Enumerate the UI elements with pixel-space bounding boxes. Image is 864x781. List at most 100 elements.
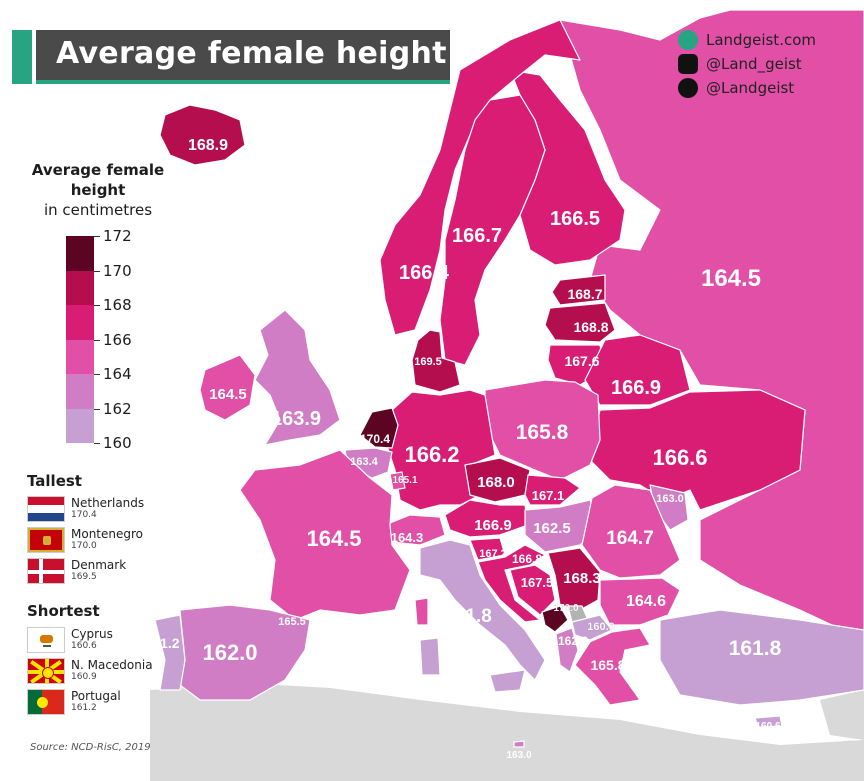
region-uk [254,309,341,446]
region-denmark [411,329,461,393]
scale-swatch [66,374,94,409]
flag-montenegro-icon [27,527,65,553]
scale-swatch [66,339,94,374]
value-label-albania: 162.2 [558,634,588,648]
value-label-bosnia: 167.5 [521,575,554,590]
scale-swatch [66,408,94,443]
source-note: Source: NCD-RisC, 2019 [30,742,151,753]
social-instagram[interactable]: @Land_geist [678,54,802,74]
social-twitter[interactable]: @Landgeist [678,78,794,98]
social-label: @Land_geist [706,55,802,73]
value-label-iceland: 168.9 [188,137,228,154]
ranking-value: 161.2 [71,703,97,713]
value-label-germany: 166.2 [404,442,459,467]
value-label-malta: 163.0 [506,750,531,761]
social-website[interactable]: Landgeist.com [678,30,816,50]
value-label-croatia: 166.8 [512,552,542,566]
value-label-turkey: 161.8 [729,637,782,660]
region-poland [484,379,601,481]
region-italy [419,637,441,676]
value-label-corsica: 165.5 [278,616,306,628]
instagram-icon [678,54,698,74]
value-label-luxembourg: 165.1 [392,475,417,486]
ranking-entry: Netherlands 170.4 [27,496,144,524]
ranking-text: Netherlands 170.4 [71,496,144,521]
flag-portugal-icon [27,689,65,715]
value-label-lithuania: 167.6 [564,353,599,369]
value-label-sweden: 166.7 [452,225,502,247]
legend-title: Average female height [31,161,165,199]
value-label-portugal: 161.2 [144,635,179,651]
region-cyprus [754,715,783,728]
ranking-text: Montenegro 170.0 [71,527,143,552]
scale-tick [94,339,100,341]
value-label-denmark: 169.5 [414,356,442,368]
value-label-netherlands: 170.4 [360,432,390,446]
ranking-country: Denmark [71,558,127,572]
value-label-belarus: 166.9 [611,377,661,399]
ranking-value: 170.4 [71,510,97,520]
ranking-country: Netherlands [71,496,145,510]
scale-swatch [66,270,94,305]
ranking-text: Portugal 161.2 [71,689,121,714]
globe-icon [678,30,698,50]
value-label-estonia: 168.7 [567,286,602,302]
ranking-value: 170.0 [71,541,97,551]
region-italy [489,669,526,693]
value-label-cyprus: 160.6 [755,721,780,732]
region-belarus [584,334,691,406]
value-label-ukraine: 166.6 [652,445,707,470]
scale-tick [94,443,100,444]
ranking-value: 160.9 [71,672,97,682]
ranking-entry: Denmark 169.5 [27,558,126,586]
value-label-finland: 166.5 [550,208,600,230]
scale-label: 172 [103,227,132,245]
region-slovakia [524,474,581,506]
ranking-text: Cyprus 160.6 [71,627,113,652]
region-italy [419,539,546,681]
value-label-greece: 165.8 [590,657,625,673]
value-label-slovakia: 167.1 [532,488,565,503]
region-norway [379,19,581,336]
region-netherlands [359,407,399,449]
region-croatia [477,544,546,623]
flag-cyprus-icon [27,627,65,653]
value-label-ireland: 164.5 [209,386,247,403]
region-portugal [154,614,186,691]
region-france [239,449,411,621]
region-latvia [544,302,616,343]
region-corsica [414,597,429,626]
region-ukraine [589,389,806,511]
ranking-country: Cyprus [71,627,113,641]
value-label-italy: 161.8 [444,606,492,627]
value-label-russia: 164.5 [701,265,761,292]
region-greece [574,627,651,706]
shortest-heading: Shortest [27,602,100,620]
twitter-icon [678,78,698,98]
flag-netherlands-icon [27,496,65,522]
ranking-entry: Montenegro 170.0 [27,527,143,555]
value-label-belgium: 163.4 [350,456,378,468]
region-albania [555,627,579,673]
value-label-latvia: 168.8 [573,319,608,335]
value-label-czechia: 168.0 [477,474,515,491]
region-malta [513,740,525,748]
region-sweden [439,94,546,366]
value-label-romania: 164.7 [606,528,654,549]
page-title: Average female height [56,36,447,71]
value-label-hungary: 162.5 [533,520,571,537]
flag-denmark-icon [27,558,65,584]
value-label-montenegro: 170.0 [553,603,578,614]
region-montenegro [541,605,569,633]
ranking-entry: N. Macedonia 160.9 [27,658,153,686]
scale-tick [94,374,100,375]
tallest-heading: Tallest [27,472,82,490]
value-label-france: 164.5 [306,526,361,551]
region-romania [581,484,681,579]
legend-subtitle: in centimetres [43,201,153,219]
ranking-country: Portugal [71,689,121,703]
scale-label: 160 [103,434,132,452]
region-ireland [199,354,256,421]
region-estonia [551,274,606,306]
